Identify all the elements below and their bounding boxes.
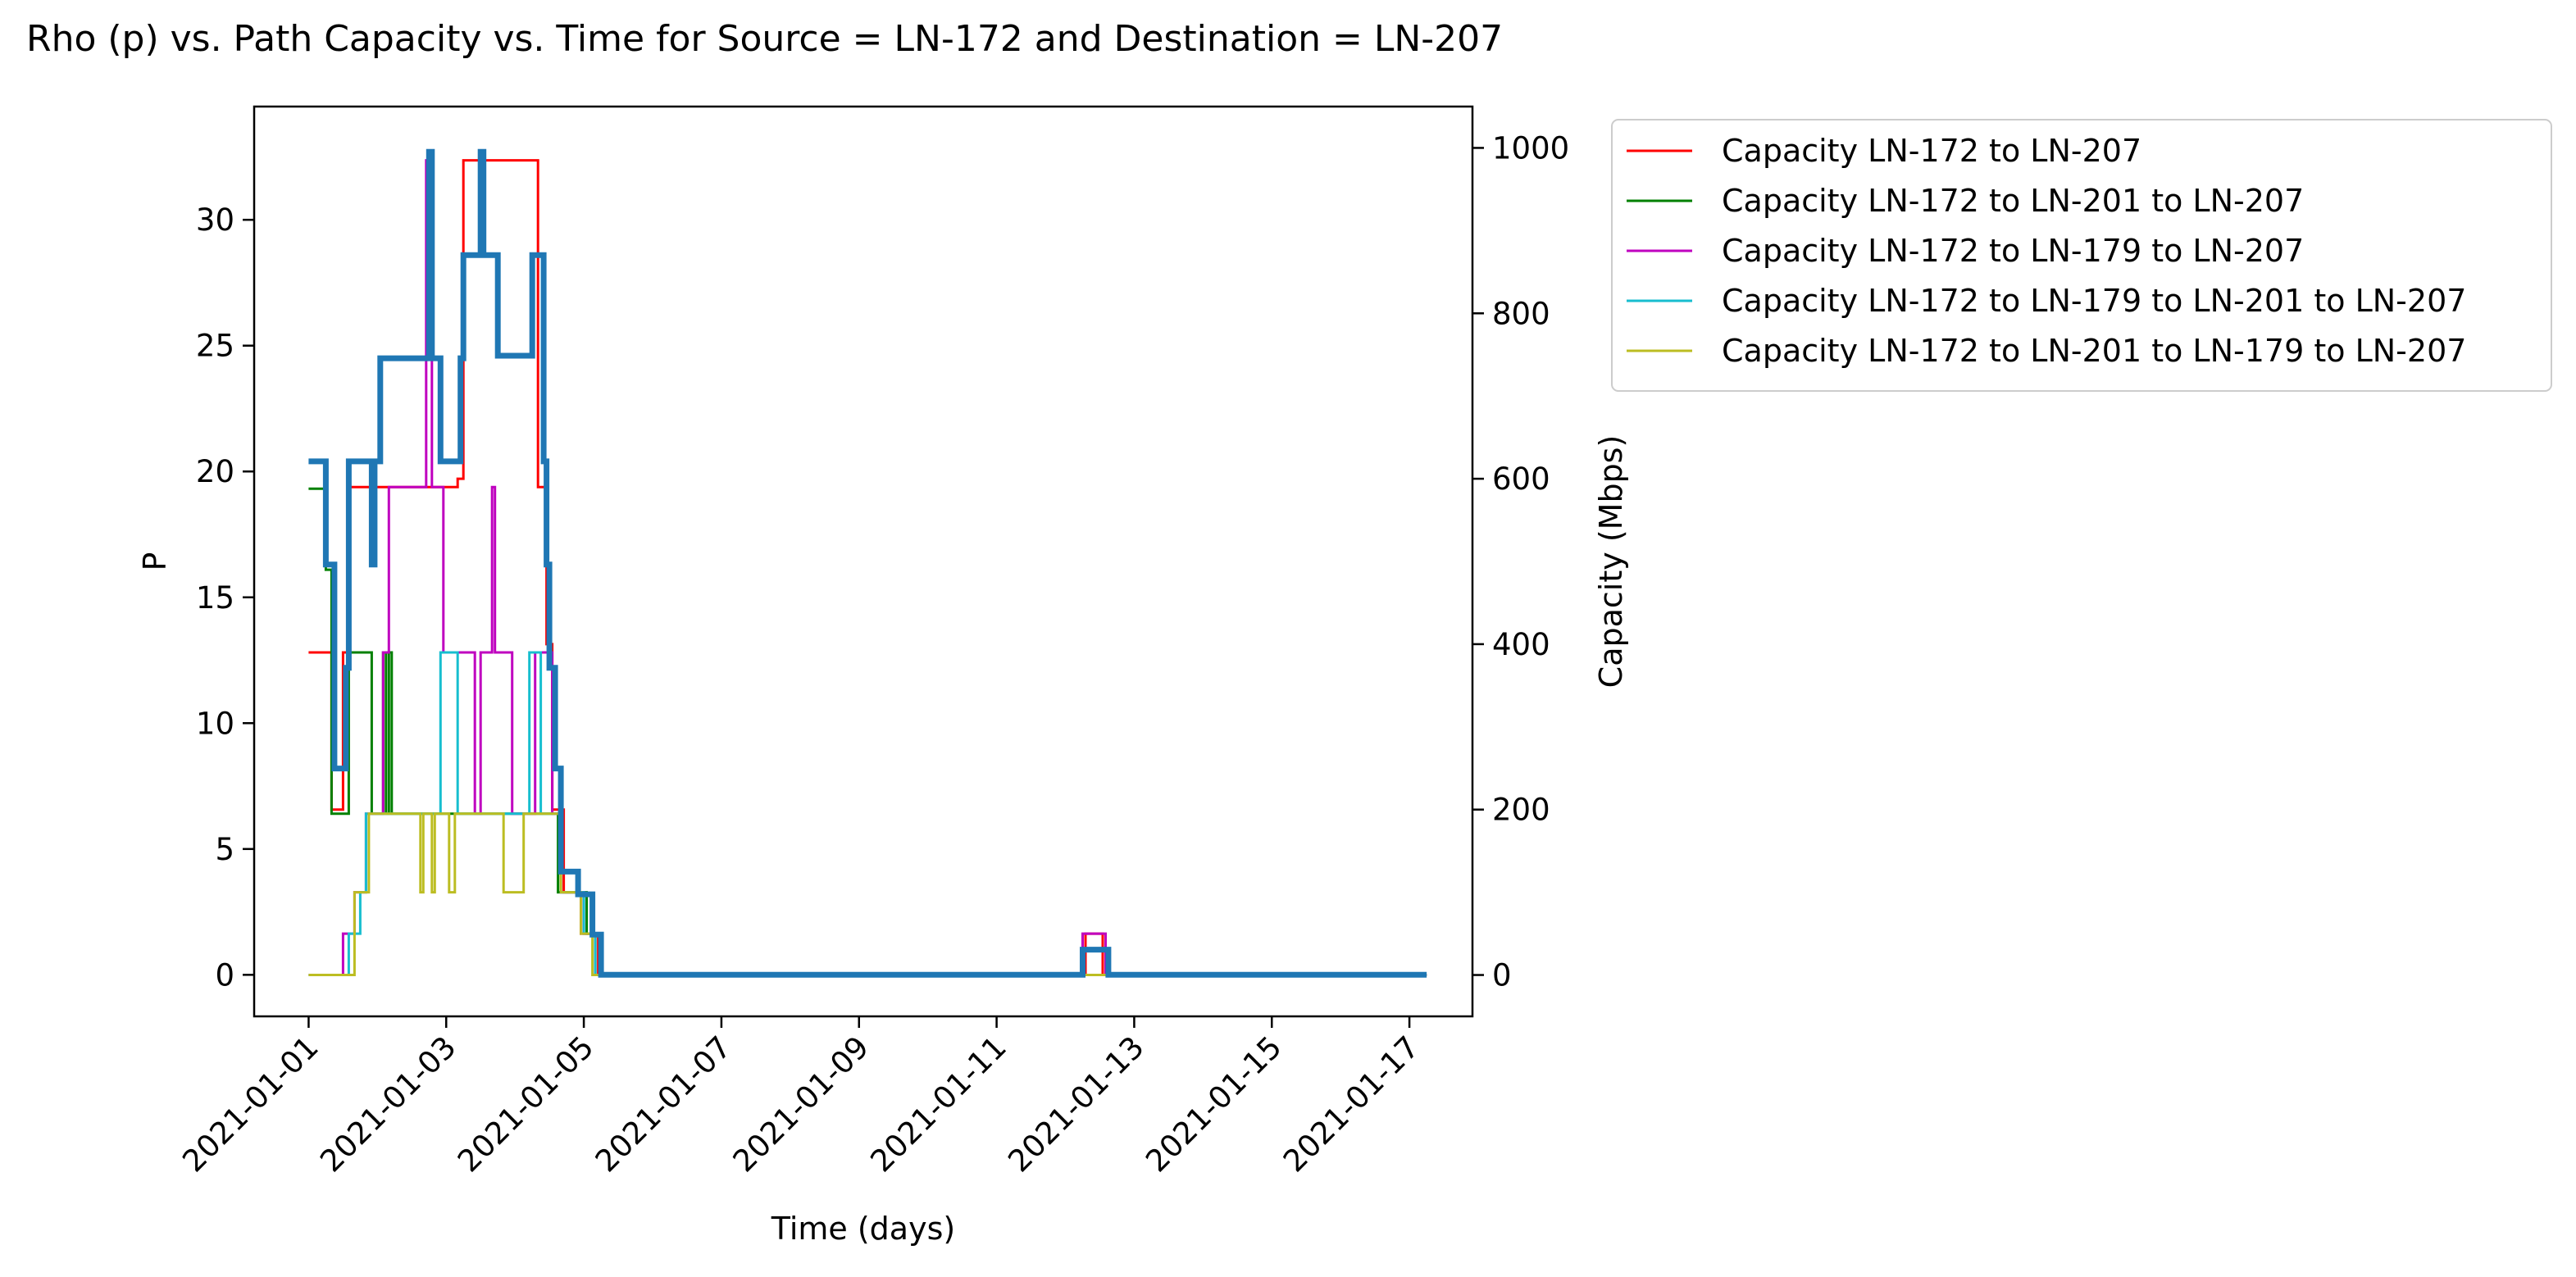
y-tick-label: 10 — [196, 706, 234, 741]
y-tick-label: 25 — [196, 329, 234, 364]
y-axis-label: P — [137, 552, 173, 571]
x-axis-label: Time (days) — [771, 1211, 955, 1247]
y2-tick-label: 800 — [1492, 296, 1550, 331]
legend-label: Capacity LN-172 to LN-201 to LN-207 — [1722, 183, 2304, 219]
legend-label: Capacity LN-172 to LN-201 to LN-179 to L… — [1722, 333, 2466, 369]
legend: Capacity LN-172 to LN-207 Capacity LN-172… — [1611, 119, 2552, 392]
series-line-5 — [308, 812, 1427, 976]
y-tick-label: 5 — [215, 832, 234, 867]
y2-tick-label: 1000 — [1492, 130, 1569, 166]
y-tick-label: 20 — [196, 454, 234, 489]
y2-axis-label: Capacity (Mbps) — [1593, 435, 1629, 688]
legend-label: Capacity LN-172 to LN-179 to LN-201 to L… — [1722, 283, 2466, 319]
rho-line — [308, 148, 1427, 978]
y-axis-left: 0 5 10 15 20 25 30 — [196, 202, 254, 993]
series-line-2 — [308, 487, 1427, 976]
y2-tick-label: 400 — [1492, 627, 1550, 662]
y2-tick-label: 0 — [1492, 958, 1512, 993]
y-axis-right: 0 200 400 600 800 1000 — [1472, 130, 1569, 993]
chart-title: Rho (p) vs. Path Capacity vs. Time for S… — [26, 18, 1503, 60]
legend-label: Capacity LN-172 to LN-179 to LN-207 — [1722, 233, 2304, 269]
y-tick-label: 15 — [196, 580, 234, 616]
y2-tick-label: 200 — [1492, 793, 1550, 828]
plot-area-frame — [253, 105, 1474, 1018]
y-tick-label: 30 — [196, 202, 234, 238]
series-layer — [308, 148, 1427, 978]
y2-tick-label: 600 — [1492, 461, 1550, 497]
legend-box — [1611, 119, 2552, 392]
legend-label: Capacity LN-172 to LN-207 — [1722, 133, 2141, 169]
y-tick-label: 0 — [215, 957, 234, 993]
